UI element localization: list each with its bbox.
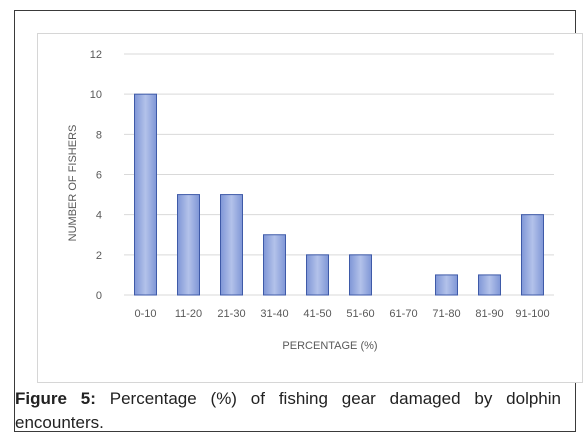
bar-11-20 [177, 194, 200, 296]
y-axis-label: NUMBER OF FISHERS [67, 125, 79, 242]
bar-41-50 [306, 254, 329, 296]
x-tick-label: 21-30 [217, 308, 245, 320]
x-tick-label: 81-90 [475, 308, 503, 320]
x-tick-label: 71-80 [432, 308, 460, 320]
y-tick-label: 4 [96, 210, 102, 222]
bar-21-30 [220, 194, 243, 296]
x-tick-label: 41-50 [303, 308, 331, 320]
figure-frame: 0 2 4 6 8 10 12 0-10 11-20 21-30 31-40 41-50 51-60 6… [14, 10, 583, 435]
figure-caption: Figure 5: Percentage (%) of fishing gear… [15, 387, 561, 435]
y-tick-label: 8 [96, 129, 102, 141]
y-tick-label: 10 [90, 89, 102, 101]
chart-panel: 0 2 4 6 8 10 12 0-10 11-20 21-30 31-40 41-50 51-60 6… [37, 33, 583, 383]
x-tick-label: 51-60 [346, 308, 374, 320]
bar-81-90 [478, 274, 501, 296]
bar-71-80 [435, 274, 458, 296]
y-tick-label: 12 [90, 49, 102, 61]
bar-51-60 [349, 254, 372, 296]
bar-chart: 0 2 4 6 8 10 12 0-10 11-20 21-30 31-40 41-50 51-60 6… [67, 49, 554, 352]
x-tick-label: 61-70 [389, 308, 417, 320]
bar-91-100 [521, 214, 544, 296]
x-axis-label: PERCENTAGE (%) [282, 340, 377, 352]
y-tick-label: 0 [96, 290, 102, 302]
x-tick-label: 0-10 [134, 308, 156, 320]
y-tick-label: 6 [96, 170, 102, 182]
caption-text: Percentage (%) of fishing gear damaged b… [15, 389, 561, 432]
x-tick-label: 91-100 [515, 308, 549, 320]
x-tick-label: 11-20 [175, 308, 202, 320]
y-tick-label: 2 [96, 250, 102, 262]
bar-31-40 [263, 234, 286, 296]
x-tick-label: 31-40 [260, 308, 288, 320]
bar-0-10 [134, 93, 157, 296]
caption-label: Figure 5: [15, 389, 96, 408]
